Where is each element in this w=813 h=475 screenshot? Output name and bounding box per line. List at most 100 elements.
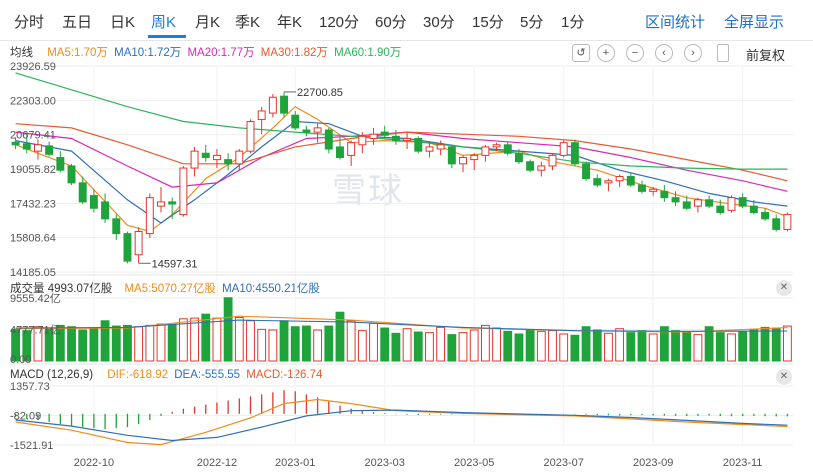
volume-close-icon[interactable]: ✕ <box>776 280 792 296</box>
candle-body <box>705 199 714 207</box>
move-right-icon[interactable]: › <box>684 44 702 62</box>
volume-bar <box>592 329 602 362</box>
candle-body <box>660 190 669 199</box>
tab-weekly-k[interactable]: 周K <box>151 14 177 31</box>
volume-ma5-line <box>15 315 788 333</box>
x-tick-label: 2023-07 <box>544 457 584 469</box>
candle-body <box>403 137 412 142</box>
legend-vol-ma10: MA10:4550.21亿股 <box>222 283 320 295</box>
tab-yearly-k[interactable]: 年K <box>277 14 303 31</box>
volume-bar <box>727 333 736 362</box>
move-left-icon[interactable]: ‹ <box>655 44 673 62</box>
volume-bar <box>201 313 211 362</box>
x-tick-label: 2023-01 <box>275 457 315 469</box>
candle-body <box>313 127 322 133</box>
volume-bar <box>503 330 513 362</box>
volume-bar <box>357 330 367 362</box>
volume-bar <box>425 332 434 362</box>
volume-bar <box>671 330 680 362</box>
volume-bar <box>738 331 748 362</box>
tab-30min[interactable]: 30分 <box>423 14 455 31</box>
candle-body <box>503 144 512 154</box>
candle-body <box>280 95 289 114</box>
candle-body <box>582 163 591 180</box>
candle-body <box>257 110 266 120</box>
volume-bar <box>313 329 323 362</box>
column-icon[interactable] <box>717 44 729 62</box>
candle-body <box>537 165 546 171</box>
price-tick-label: 23926.59 <box>10 61 56 73</box>
candle-body <box>414 137 423 152</box>
volume-bar <box>637 330 647 362</box>
candle-body <box>157 201 165 207</box>
candle-body <box>638 184 646 192</box>
candle-body <box>33 144 42 152</box>
dea-line <box>15 409 788 442</box>
candle-body <box>593 178 602 186</box>
low-annotation: 14597.31 <box>152 258 198 270</box>
volume-bar <box>134 326 144 362</box>
fullscreen-link[interactable]: 全屏显示 <box>724 14 785 31</box>
candle-body <box>749 205 758 213</box>
tab-quarterly-k[interactable]: 季K <box>235 14 261 31</box>
legend-ma20: MA20:1.77万 <box>187 47 255 59</box>
volume-bar <box>581 326 591 362</box>
macd-close-icon[interactable]: ✕ <box>776 369 792 385</box>
tab-60min[interactable]: 60分 <box>375 14 407 31</box>
volume-bar <box>525 329 535 362</box>
zoom-in-icon[interactable]: + <box>597 44 615 62</box>
volume-bar <box>615 328 625 362</box>
tab-5min[interactable]: 5分 <box>520 14 544 31</box>
volume-bar <box>559 333 569 362</box>
volume-bar <box>659 326 669 362</box>
volume-bar <box>268 329 278 362</box>
candle-body <box>481 146 490 156</box>
candle-body <box>324 129 333 150</box>
volume-bar <box>715 332 725 362</box>
volume-bar <box>67 326 76 362</box>
tab-daily-k[interactable]: 日K <box>110 14 136 31</box>
candle-body <box>78 182 87 203</box>
macd-tick-label: -1521.91 <box>10 440 53 452</box>
candle-body <box>145 197 154 235</box>
volume-bar <box>156 323 166 362</box>
volume-bar <box>469 329 479 362</box>
candle-body <box>548 154 557 167</box>
volume-bar <box>391 332 401 362</box>
volume-bar <box>704 326 714 362</box>
back-icon[interactable]: ↺ <box>572 44 590 62</box>
forward-adjust-toggle[interactable]: 前复权 <box>746 48 786 63</box>
candle-body <box>291 114 300 129</box>
volume-bar <box>324 325 334 362</box>
volume-bar <box>492 327 501 362</box>
volume-bar <box>123 324 132 362</box>
zoom-out-icon[interactable]: − <box>626 44 644 62</box>
candle-body <box>459 156 467 165</box>
volume-bar <box>223 297 233 362</box>
candle-body <box>268 96 277 114</box>
candle-body <box>783 214 792 230</box>
legend-vol-ma5: MA5:5070.27亿股 <box>124 283 216 295</box>
period-tab-bar: 分时 五日 日K 周K 月K 季K 年K 120分 60分 30分 15分 5分… <box>0 0 813 40</box>
candle-body <box>492 144 501 148</box>
candle-body <box>190 150 199 169</box>
tab-five-day[interactable]: 五日 <box>62 14 93 31</box>
tab-monthly-k[interactable]: 月K <box>195 14 221 31</box>
tab-divider <box>0 40 813 41</box>
volume-bar <box>22 330 32 362</box>
candle-body <box>336 146 344 158</box>
volume-bar <box>335 311 345 362</box>
tab-intraday[interactable]: 分时 <box>14 14 45 31</box>
volume-bar <box>145 324 155 362</box>
tab-15min[interactable]: 15分 <box>472 14 504 31</box>
price-tick-label: 19055.82 <box>10 164 56 176</box>
tab-1min[interactable]: 1分 <box>561 14 585 31</box>
candle-body <box>570 142 579 165</box>
candle-body <box>425 146 434 152</box>
volume-bar <box>279 320 289 362</box>
candle-body <box>101 201 110 220</box>
range-stats-link[interactable]: 区间统计 <box>645 14 706 31</box>
tab-120min[interactable]: 120分 <box>319 14 360 31</box>
volume-bar <box>302 325 311 362</box>
